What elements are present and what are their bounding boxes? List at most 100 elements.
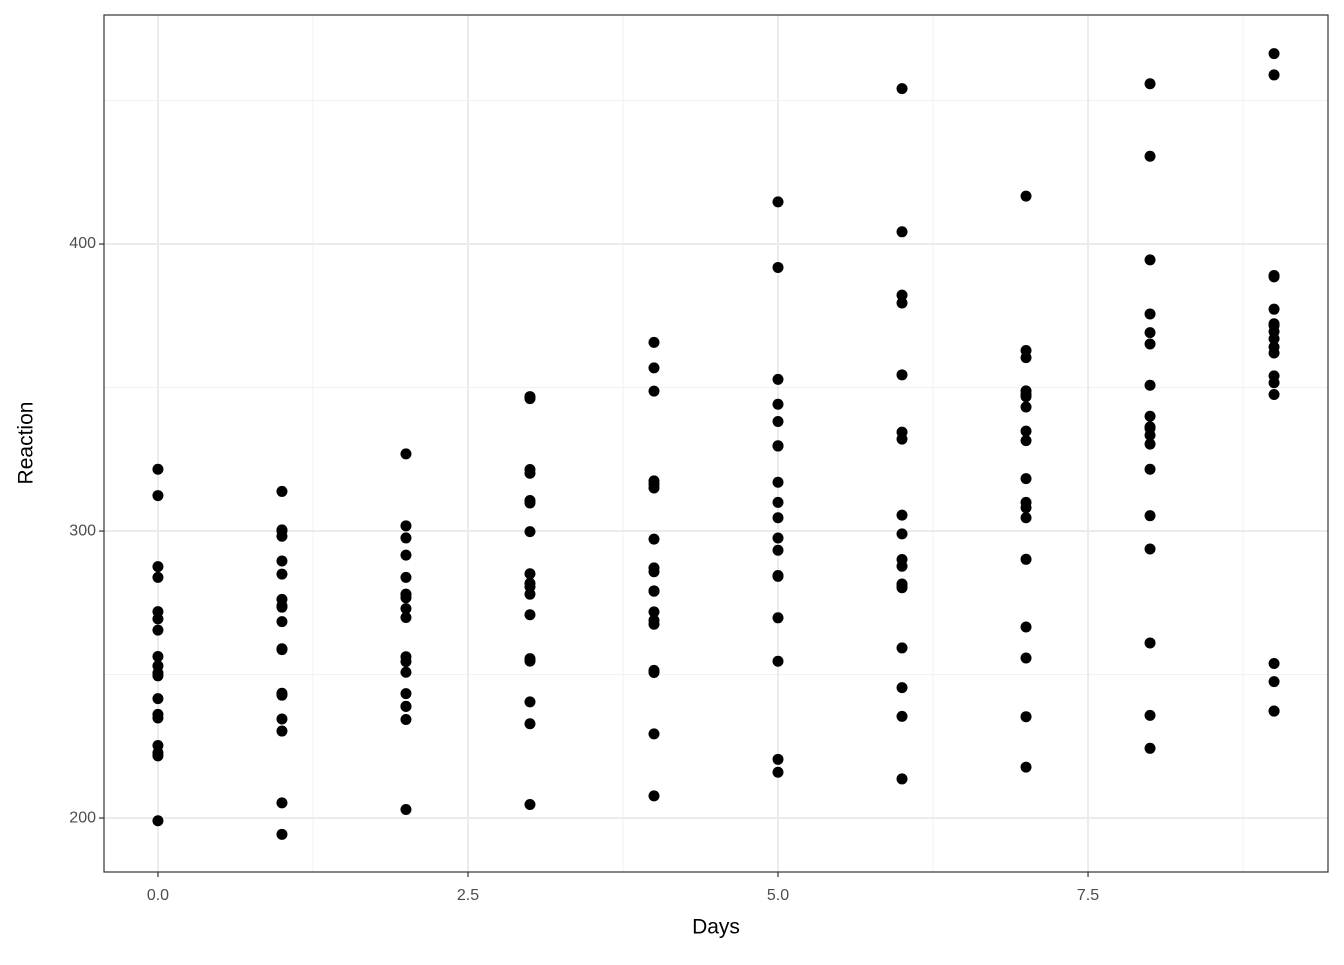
point (896, 528, 908, 540)
point (276, 687, 288, 699)
point (152, 750, 164, 762)
point (524, 696, 536, 708)
point (400, 571, 412, 583)
point (400, 532, 412, 544)
point (524, 609, 536, 621)
point (772, 476, 784, 488)
point (648, 533, 660, 545)
point (648, 790, 660, 802)
point (152, 613, 164, 625)
point (896, 579, 908, 591)
point (648, 562, 660, 574)
point (1144, 463, 1156, 475)
point (1268, 377, 1280, 389)
point (1144, 308, 1156, 320)
y-axis-title: Reaction (15, 402, 38, 485)
point (1144, 510, 1156, 522)
point (400, 700, 412, 712)
point (1020, 473, 1032, 485)
point (1144, 742, 1156, 754)
point (772, 512, 784, 524)
point (400, 666, 412, 678)
point (152, 463, 164, 475)
point (1020, 401, 1032, 413)
points (152, 48, 1280, 840)
point (1268, 271, 1280, 283)
point (276, 601, 288, 613)
point (152, 693, 164, 705)
point (1144, 327, 1156, 339)
point (1020, 512, 1032, 524)
point (276, 643, 288, 655)
point (896, 83, 908, 95)
point (276, 713, 288, 725)
point (1144, 338, 1156, 350)
point (896, 642, 908, 654)
point (1268, 318, 1280, 330)
point (772, 196, 784, 208)
point (152, 624, 164, 636)
point (276, 616, 288, 628)
point (524, 495, 536, 507)
point (1020, 388, 1032, 400)
point (524, 391, 536, 403)
point (1144, 438, 1156, 450)
y-tick-label: 300 (69, 522, 96, 539)
point (1144, 150, 1156, 162)
point (772, 261, 784, 273)
x-axis-title: Days (692, 916, 740, 939)
point (896, 369, 908, 381)
point (524, 467, 536, 479)
point (1268, 705, 1280, 717)
point (772, 398, 784, 410)
point (152, 650, 164, 662)
point (1020, 761, 1032, 773)
point (1020, 553, 1032, 565)
point (1144, 379, 1156, 391)
point (276, 725, 288, 737)
point (400, 448, 412, 460)
point (648, 385, 660, 397)
point (1268, 303, 1280, 315)
point (400, 688, 412, 700)
point (152, 561, 164, 573)
point (400, 520, 412, 532)
point (896, 560, 908, 572)
point (276, 568, 288, 580)
point (524, 799, 536, 811)
point (772, 532, 784, 544)
point (1268, 69, 1280, 81)
panel-border (103, 14, 1329, 873)
point (648, 618, 660, 630)
point (1020, 621, 1032, 633)
point (896, 682, 908, 694)
point (896, 289, 908, 301)
y-tick-label: 400 (69, 235, 96, 252)
point (772, 655, 784, 667)
x-tick-label: 2.5 (457, 887, 479, 904)
point (152, 708, 164, 720)
grid (104, 15, 1328, 872)
point (896, 297, 908, 309)
point (152, 660, 164, 672)
point (772, 440, 784, 452)
point (152, 571, 164, 583)
point (400, 549, 412, 561)
point (524, 718, 536, 730)
point (276, 555, 288, 567)
point (1020, 435, 1032, 447)
point (648, 482, 660, 494)
point (1144, 709, 1156, 721)
point (1144, 78, 1156, 90)
point (1268, 657, 1280, 669)
point (1268, 341, 1280, 353)
point (1268, 48, 1280, 60)
point (400, 803, 412, 815)
point (1020, 496, 1032, 508)
point (648, 362, 660, 374)
point (1020, 352, 1032, 364)
point (896, 226, 908, 238)
point (772, 612, 784, 624)
